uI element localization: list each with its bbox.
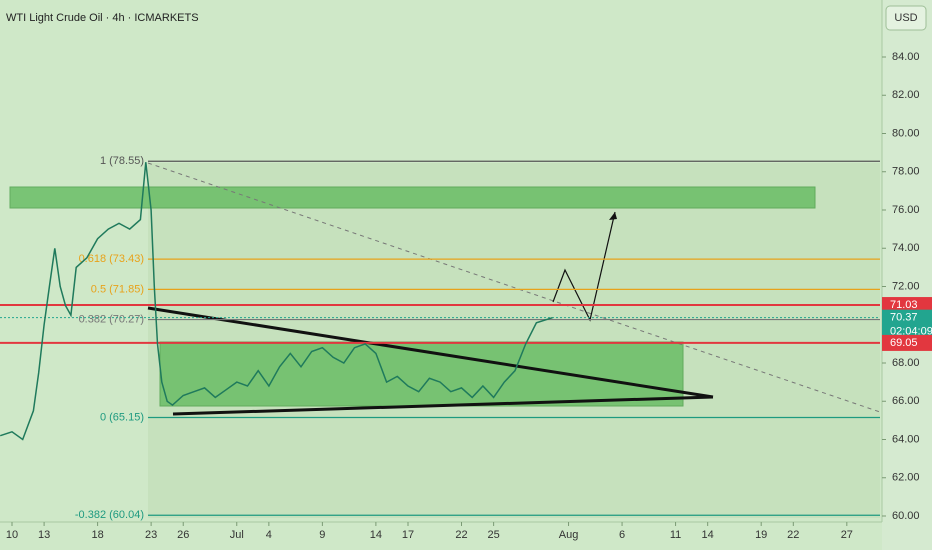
price-tag [882, 297, 932, 314]
x-tick-label: 18 [91, 529, 103, 541]
range-zone [159, 341, 684, 407]
y-tick-label: 64.00 [892, 433, 920, 445]
x-tick-label: 14 [702, 529, 714, 541]
chart-title: WTI Light Crude Oil · 4h · ICMARKETS [6, 12, 199, 24]
y-tick-label: 76.00 [892, 204, 920, 216]
triangle-top [147, 306, 714, 399]
x-tick-label: 22 [787, 529, 799, 541]
fib-label: 0.5 (71.85) [91, 283, 144, 295]
x-tick-label: 25 [487, 529, 499, 541]
x-tick-label: 22 [455, 529, 467, 541]
x-tick-label: 19 [755, 529, 767, 541]
x-tick-label: 11 [670, 529, 681, 541]
x-tick-label: 4 [266, 529, 272, 541]
currency-button[interactable] [885, 5, 927, 31]
fib-area [148, 163, 880, 518]
x-tick-label: 10 [6, 529, 18, 541]
projection-arrow [552, 211, 616, 322]
y-tick-label: 84.00 [892, 51, 920, 63]
y-tick-label: 66.00 [892, 395, 920, 407]
price-tag-value: 69.05 [890, 337, 918, 349]
fib-label: 0 (65.15) [100, 411, 144, 423]
x-tick-label: 9 [319, 529, 325, 541]
resistance-zone [9, 186, 816, 209]
x-tick-label: 17 [402, 529, 414, 541]
triangle-bottom [172, 395, 714, 416]
price-tag [882, 334, 932, 351]
y-tick-label: 80.00 [892, 127, 920, 139]
x-tick-label: 6 [619, 529, 625, 541]
fib-label: 0.382 (70.27) [79, 313, 144, 325]
currency-label: USD [894, 12, 917, 24]
price-axis-panel [882, 0, 932, 550]
x-tick-label: Aug [559, 529, 579, 541]
arrow-head [609, 212, 617, 220]
trend-dashed [147, 162, 881, 413]
y-tick-label: 82.00 [892, 89, 920, 101]
price-tag-value: 70.37 [890, 312, 918, 324]
fib-label: 0.618 (73.43) [79, 253, 144, 265]
price-tag-value: 71.03 [890, 299, 918, 311]
x-tick-label: 27 [841, 529, 853, 541]
y-tick-label: 78.00 [892, 166, 920, 178]
y-tick-label: 62.00 [892, 472, 920, 484]
x-tick-label: Jul [230, 529, 244, 541]
y-tick-label: 74.00 [892, 242, 920, 254]
fib-label: 1 (78.55) [100, 155, 144, 167]
x-tick-label: 23 [145, 529, 157, 541]
y-tick-label: 60.00 [892, 510, 920, 522]
fib-label: -0.382 (60.04) [75, 509, 144, 521]
x-tick-label: 14 [370, 529, 382, 541]
x-tick-label: 13 [38, 529, 50, 541]
price-line-series [0, 162, 553, 441]
y-tick-label: 72.00 [892, 280, 920, 292]
countdown: 02:04:09 [890, 326, 932, 338]
y-tick-label: 68.00 [892, 357, 920, 369]
x-tick-label: 26 [177, 529, 189, 541]
price-tag [882, 309, 932, 340]
